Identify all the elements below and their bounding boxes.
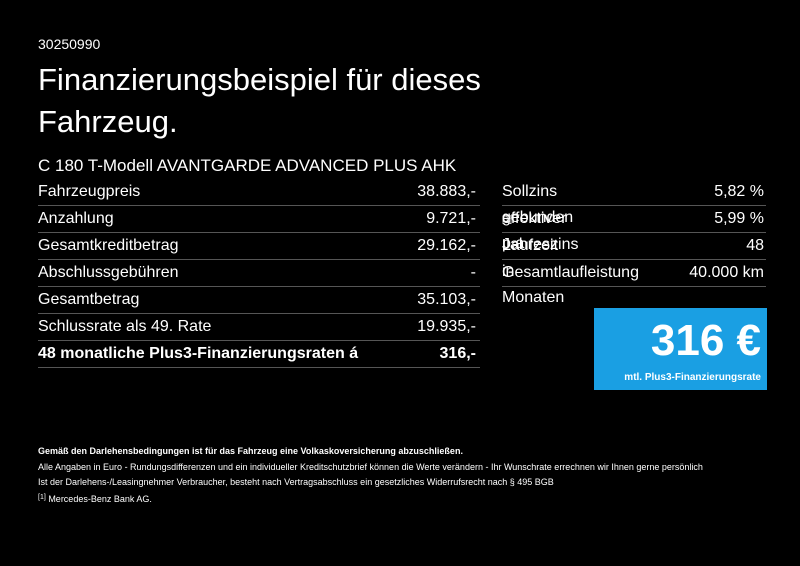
row-value: 5,99 % xyxy=(714,210,764,227)
footnote: [1] Mercedes-Benz Bank AG. xyxy=(38,494,152,504)
table-row: Sollzins gebunden p.a. 5,82 % xyxy=(502,179,766,252)
rate-amount: 316 € xyxy=(650,316,761,365)
row-label: Fahrzeugpreis xyxy=(38,183,141,200)
row-label-text: Gesamtlaufleistung xyxy=(502,264,639,281)
row-label-text: Laufzeit in Monaten xyxy=(502,237,565,306)
table-row: Gesamtlaufleistung 40.000 km xyxy=(502,260,766,287)
footer-bold: Gemäß den Darlehensbedingungen ist für d… xyxy=(38,446,463,456)
table-row: Gesamtkreditbetrag 29.162,- xyxy=(38,233,480,260)
table-row: Fahrzeugpreis 38.883,- xyxy=(38,179,480,206)
rate-box: 316 € mtl. Plus3-Finanzierungsrate xyxy=(594,308,767,390)
row-value: 40.000 km xyxy=(689,264,764,281)
row-value: 38.883,- xyxy=(417,183,476,200)
row-value: 19.935,- xyxy=(417,318,476,335)
row-value: - xyxy=(470,264,476,281)
model: C 180 T-Modell AVANTGARDE ADVANCED PLUS … xyxy=(38,156,457,175)
footnote-ref: [1] xyxy=(502,214,513,224)
table-row: Anzahlung 9.721,- xyxy=(38,206,480,233)
row-label: Anzahlung xyxy=(38,210,114,227)
table-row: Gesamtbetrag 35.103,- xyxy=(38,287,480,314)
row-value: 316,- xyxy=(439,345,476,362)
row-label-text: Sollzins gebunden p.a. xyxy=(502,183,574,252)
table-row: effektiver Jahreszins [1] 5,99 % xyxy=(502,206,766,253)
row-value: 9.721,- xyxy=(426,210,476,227)
table-row: 48 monatliche Plus3-Finanzierungsraten á… xyxy=(38,341,480,368)
row-label: Gesamtkreditbetrag xyxy=(38,237,179,254)
table-row: Schlussrate als 49. Rate 19.935,- xyxy=(38,314,480,341)
title: Finanzierungsbeispiel für dieses xyxy=(38,62,481,97)
footnote-mark: [1] xyxy=(38,494,46,501)
row-label: Gesamtbetrag xyxy=(38,291,140,308)
title: Fahrzeug. xyxy=(38,104,178,139)
row-label: 48 monatliche Plus3-Finanzierungsraten á xyxy=(38,345,359,362)
footer-line: Ist der Darlehens-/Leasingnehmer Verbrau… xyxy=(38,477,554,487)
row-label: Schlussrate als 49. Rate xyxy=(38,318,212,335)
table-row: Abschlussgebühren - xyxy=(38,260,480,287)
table-row: Laufzeit in Monaten 48 xyxy=(502,233,766,306)
row-value: 48 xyxy=(746,237,764,254)
code: 30250990 xyxy=(38,36,101,52)
row-value: 29.162,- xyxy=(417,237,476,254)
row-value: 5,82 % xyxy=(714,183,764,200)
rate-caption: mtl. Plus3-Finanzierungsrate xyxy=(624,372,761,383)
row-label-text: effektiver Jahreszins xyxy=(502,210,579,253)
row-label: effektiver Jahreszins [1] xyxy=(502,206,578,253)
footnote-text: Mercedes-Benz Bank AG. xyxy=(48,494,152,504)
footer-line: Alle Angaben in Euro - Rundungsdifferenz… xyxy=(38,462,703,472)
row-value: 35.103,- xyxy=(417,291,476,308)
row-label: Abschlussgebühren xyxy=(38,264,179,281)
